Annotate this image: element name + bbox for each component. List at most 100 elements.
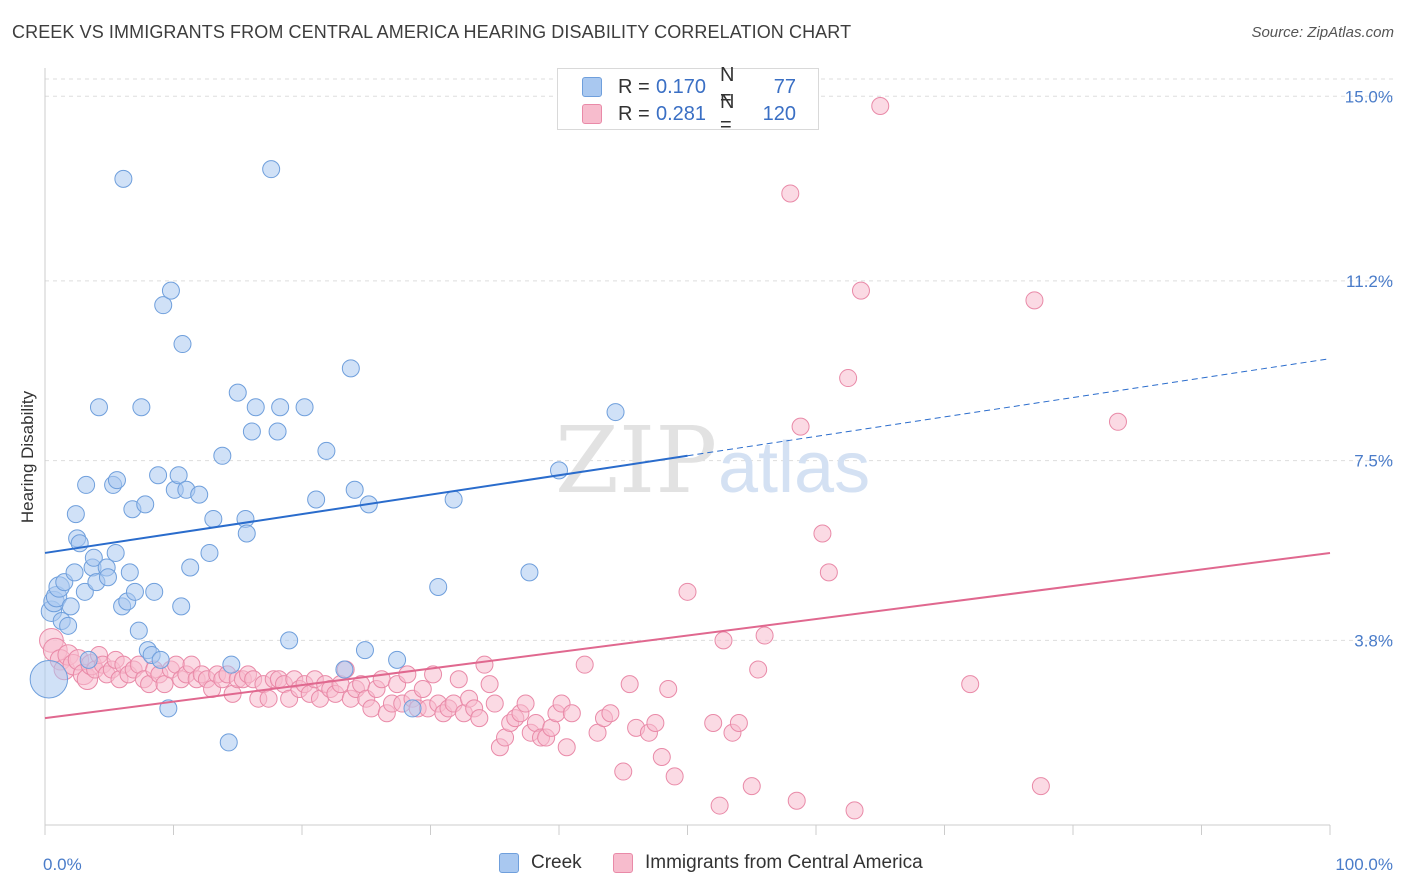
chart-title: CREEK VS IMMIGRANTS FROM CENTRAL AMERICA… [12, 22, 852, 42]
immigrants-point [1031, 777, 1050, 796]
immigrants-point [871, 97, 890, 116]
creek-point [268, 422, 287, 441]
creek-point [151, 650, 170, 669]
creek-point [213, 446, 232, 465]
immigrants-point [480, 675, 499, 694]
creek-point [61, 597, 80, 616]
immigrants-point [449, 670, 468, 689]
creek-point [98, 568, 117, 587]
immigrants-point [575, 655, 594, 674]
n-label: N = [720, 91, 735, 136]
immigrants-point [704, 713, 723, 732]
creek-point [75, 582, 94, 601]
immigrants-point [819, 563, 838, 582]
immigrants-point [601, 704, 620, 723]
trend-lines [44, 358, 1331, 720]
creek-point [173, 335, 192, 354]
creek-point [222, 655, 241, 674]
immigrants-point [749, 660, 768, 679]
creek-point [295, 398, 314, 417]
watermark-zip: ZIP [555, 407, 717, 514]
creek-point [169, 466, 188, 485]
creek-point [271, 398, 290, 417]
legend-item-creek: Creek [499, 852, 582, 874]
series-creek-points [29, 160, 625, 752]
y-tick-label: 7.5% [1354, 452, 1393, 471]
creek-point [84, 548, 103, 567]
immigrants-point [362, 699, 381, 718]
immigrants-legend-label: Immigrants from Central America [645, 852, 923, 873]
immigrants-point [755, 626, 774, 645]
creek-point [388, 650, 407, 669]
creek-point [429, 577, 448, 596]
r-label: R = [618, 75, 650, 98]
immigrants-point [787, 791, 806, 810]
immigrants-point [259, 689, 278, 708]
creek-legend-label: Creek [531, 852, 582, 873]
creek-n-value: 77 [773, 75, 796, 98]
creek-point [181, 558, 200, 577]
creek-point [129, 621, 148, 640]
source-label: Source: ZipAtlas.com [1251, 24, 1394, 41]
watermark-atlas: atlas [718, 428, 870, 508]
creek-point [159, 699, 178, 718]
immigrants-point [614, 762, 633, 781]
immigrants-n-value: 120 [762, 102, 796, 125]
creek-point [136, 495, 155, 514]
immigrants-point [516, 694, 535, 713]
immigrants-point [791, 417, 810, 436]
immigrants-point [470, 709, 489, 728]
creek-point [307, 490, 326, 509]
creek-point [520, 563, 539, 582]
creek-point [132, 398, 151, 417]
creek-r-value: 0.170 [656, 75, 707, 98]
y-axis-label: Hearing Disability [18, 390, 37, 523]
creek-point [355, 641, 374, 660]
series-legend: Creek Immigrants from Central America [0, 852, 1406, 876]
creek-point [145, 582, 164, 601]
x-tick-label-max: 100.0% [1335, 855, 1393, 874]
creek-point [66, 505, 85, 524]
legend-item-immigrants: Immigrants from Central America [613, 852, 923, 874]
creek-point [106, 543, 125, 562]
creek-point [204, 509, 223, 528]
immigrants-point [742, 777, 761, 796]
creek-point [107, 471, 126, 490]
creek-point [219, 733, 238, 752]
immigrants-point [620, 675, 639, 694]
creek-point [606, 403, 625, 422]
immigrants-point [413, 679, 432, 698]
creek-point [246, 398, 265, 417]
creek-point [280, 631, 299, 650]
creek-point [335, 660, 354, 679]
y-tick-label: 15.0% [1345, 87, 1393, 106]
immigrants-point [557, 738, 576, 757]
immigrants-point [1108, 412, 1127, 431]
creek-point [200, 543, 219, 562]
immigrants-point [839, 369, 858, 388]
series-immigrants-points [39, 97, 1127, 820]
immigrants-point [729, 713, 748, 732]
immigrants-point [851, 281, 870, 300]
creek-point [125, 582, 144, 601]
immigrants-point [398, 665, 417, 684]
creek-point [114, 169, 133, 188]
immigrants-point [845, 801, 864, 820]
immigrants-point [781, 184, 800, 203]
creek-point [120, 563, 139, 582]
legend-row-immigrants: R = 0.281 N = 120 [582, 91, 796, 136]
immigrants-point [659, 679, 678, 698]
creek-point [242, 422, 261, 441]
immigrants-point [714, 631, 733, 650]
immigrants-point [652, 747, 671, 766]
y-tick-label: 11.2% [1346, 272, 1393, 291]
immigrants-point [1025, 291, 1044, 310]
creek-point [154, 296, 173, 315]
immigrants-r-value: 0.281 [656, 102, 707, 125]
creek-point [172, 597, 191, 616]
creek-point [29, 660, 69, 699]
creek-point [149, 466, 168, 485]
creek-point [345, 480, 364, 499]
creek-point [190, 485, 209, 504]
